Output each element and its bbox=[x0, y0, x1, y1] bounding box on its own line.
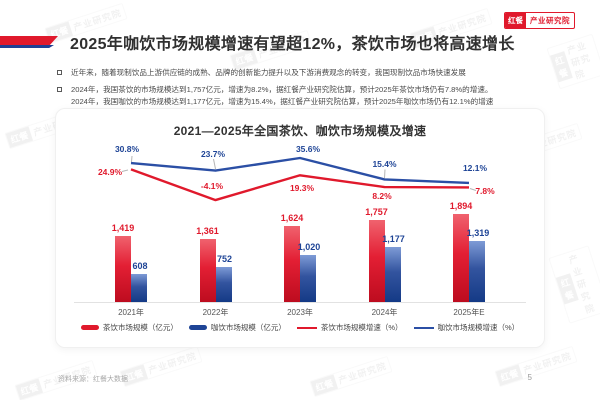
bar-value-label: 1,757 bbox=[365, 207, 388, 218]
brand-logo-text: 产业研究院 bbox=[530, 16, 570, 25]
bar-tea-market bbox=[199, 238, 216, 302]
chart-legend: 茶饮市场规模（亿元） 咖饮市场规模（亿元） 茶饮市场规模增速（%） 咖饮市场规模… bbox=[56, 322, 544, 333]
data-source-note: 资料来源：红餐大数据 bbox=[58, 376, 128, 383]
growth-percent-label: 8.2% bbox=[372, 191, 392, 202]
legend-swatch-red-line-icon bbox=[296, 326, 317, 329]
legend-item-tea-growth: 茶饮市场规模增速（%） bbox=[296, 322, 403, 333]
growth-percent-label: 23.7% bbox=[200, 148, 226, 159]
brand-logo: 红餐 产业研究院 bbox=[504, 12, 575, 29]
bar-value-label: 1,419 bbox=[111, 223, 135, 233]
coffee-growth-line bbox=[130, 156, 470, 185]
legend-item-coffee-growth: 咖饮市场规模增速（%） bbox=[413, 322, 519, 333]
x-axis-label: 2025年E bbox=[453, 308, 485, 317]
label-leader-line bbox=[131, 155, 133, 163]
page-number: 5 bbox=[527, 373, 532, 382]
chart-plot-area: 1,419 608 2021年 1,361 752 2022年 1,624 1,020 2023… bbox=[56, 109, 544, 347]
bar-coffee-market bbox=[300, 254, 316, 302]
bar-value-label: 1,020 bbox=[297, 241, 321, 252]
bullet-item: 近年来，随着现制饮品上游供应链的成熟、品牌的创新能力提升以及下游消费观念的转变，… bbox=[57, 67, 466, 79]
legend-swatch-red-bar-icon bbox=[80, 325, 99, 330]
x-axis-line bbox=[74, 302, 526, 303]
bar-coffee-market bbox=[131, 273, 147, 302]
growth-lines-svg bbox=[121, 155, 477, 202]
bar-coffee-market bbox=[469, 240, 485, 302]
legend-swatch-blue-line-icon bbox=[413, 326, 434, 329]
x-axis-label: 2022年 bbox=[202, 308, 229, 317]
label-leader-line bbox=[469, 188, 477, 191]
title-flag-blue-decoration bbox=[0, 45, 54, 48]
chart-card: 2021—2025年全国茶饮、咖饮市场规模及增速 1,419 608 2021年 1,… bbox=[55, 108, 545, 348]
growth-percent-label: 35.6% bbox=[295, 144, 321, 154]
square-bullet-icon bbox=[57, 70, 62, 75]
legend-swatch-blue-bar-icon bbox=[188, 325, 207, 330]
bar-coffee-market bbox=[384, 247, 401, 302]
x-axis-label: 2023年 bbox=[287, 308, 313, 317]
bar-coffee-market bbox=[215, 267, 232, 302]
x-axis-label: 2024年 bbox=[371, 308, 398, 317]
title-flag-red-decoration bbox=[0, 36, 58, 45]
bar-value-label: 1,177 bbox=[382, 234, 405, 245]
square-bullet-icon bbox=[57, 87, 62, 92]
bar-value-label: 1,894 bbox=[449, 200, 473, 211]
brand-logo-mark: 红餐 bbox=[505, 13, 526, 28]
bar-tea-market bbox=[115, 236, 131, 302]
growth-percent-label: -4.1% bbox=[200, 181, 224, 192]
bar-tea-market bbox=[284, 226, 300, 302]
chart-title: 2021—2025年全国茶饮、咖饮市场规模及增速 bbox=[173, 124, 427, 138]
bar-value-label: 752 bbox=[216, 254, 233, 265]
bar-tea-market bbox=[368, 220, 385, 302]
growth-percent-label: 12.1% bbox=[462, 162, 488, 173]
growth-percent-label: 30.8% bbox=[114, 144, 140, 155]
bullet-text: 近年来，随着现制饮品上游供应链的成熟、品牌的创新能力提升以及下游消费观念的转变，… bbox=[71, 68, 466, 77]
bar-value-label: 608 bbox=[132, 260, 148, 271]
page-title: 2025年咖饮市场规模增速有望超12%，茶饮市场也将高速增长 bbox=[70, 36, 515, 53]
label-leader-line bbox=[213, 158, 216, 170]
bar-tea-market bbox=[453, 213, 469, 302]
bullet-item: 2024年，我国茶饮的市场规模达到1,757亿元，增速为8.2%，据红餐产业研究… bbox=[57, 84, 493, 108]
growth-percent-label: 19.3% bbox=[289, 183, 315, 194]
legend-item-coffee-size: 咖饮市场规模（亿元） bbox=[188, 322, 286, 333]
label-leader-line bbox=[384, 169, 386, 179]
tea-growth-line bbox=[130, 168, 470, 202]
bar-value-label: 1,624 bbox=[280, 213, 304, 224]
bar-value-label: 1,319 bbox=[466, 227, 490, 238]
growth-percent-label: 24.9% bbox=[97, 167, 123, 178]
legend-item-tea-size: 茶饮市场规模（亿元） bbox=[80, 322, 178, 333]
growth-percent-label: 15.4% bbox=[372, 159, 397, 170]
x-axis-label: 2021年 bbox=[118, 308, 144, 317]
label-leader-line bbox=[121, 169, 129, 172]
bullet-text: 2024年，我国茶饮的市场规模达到1,757亿元，增速为8.2%，据红餐产业研究… bbox=[71, 85, 494, 107]
bar-value-label: 1,361 bbox=[196, 225, 219, 236]
growth-percent-label: 7.8% bbox=[475, 186, 495, 197]
